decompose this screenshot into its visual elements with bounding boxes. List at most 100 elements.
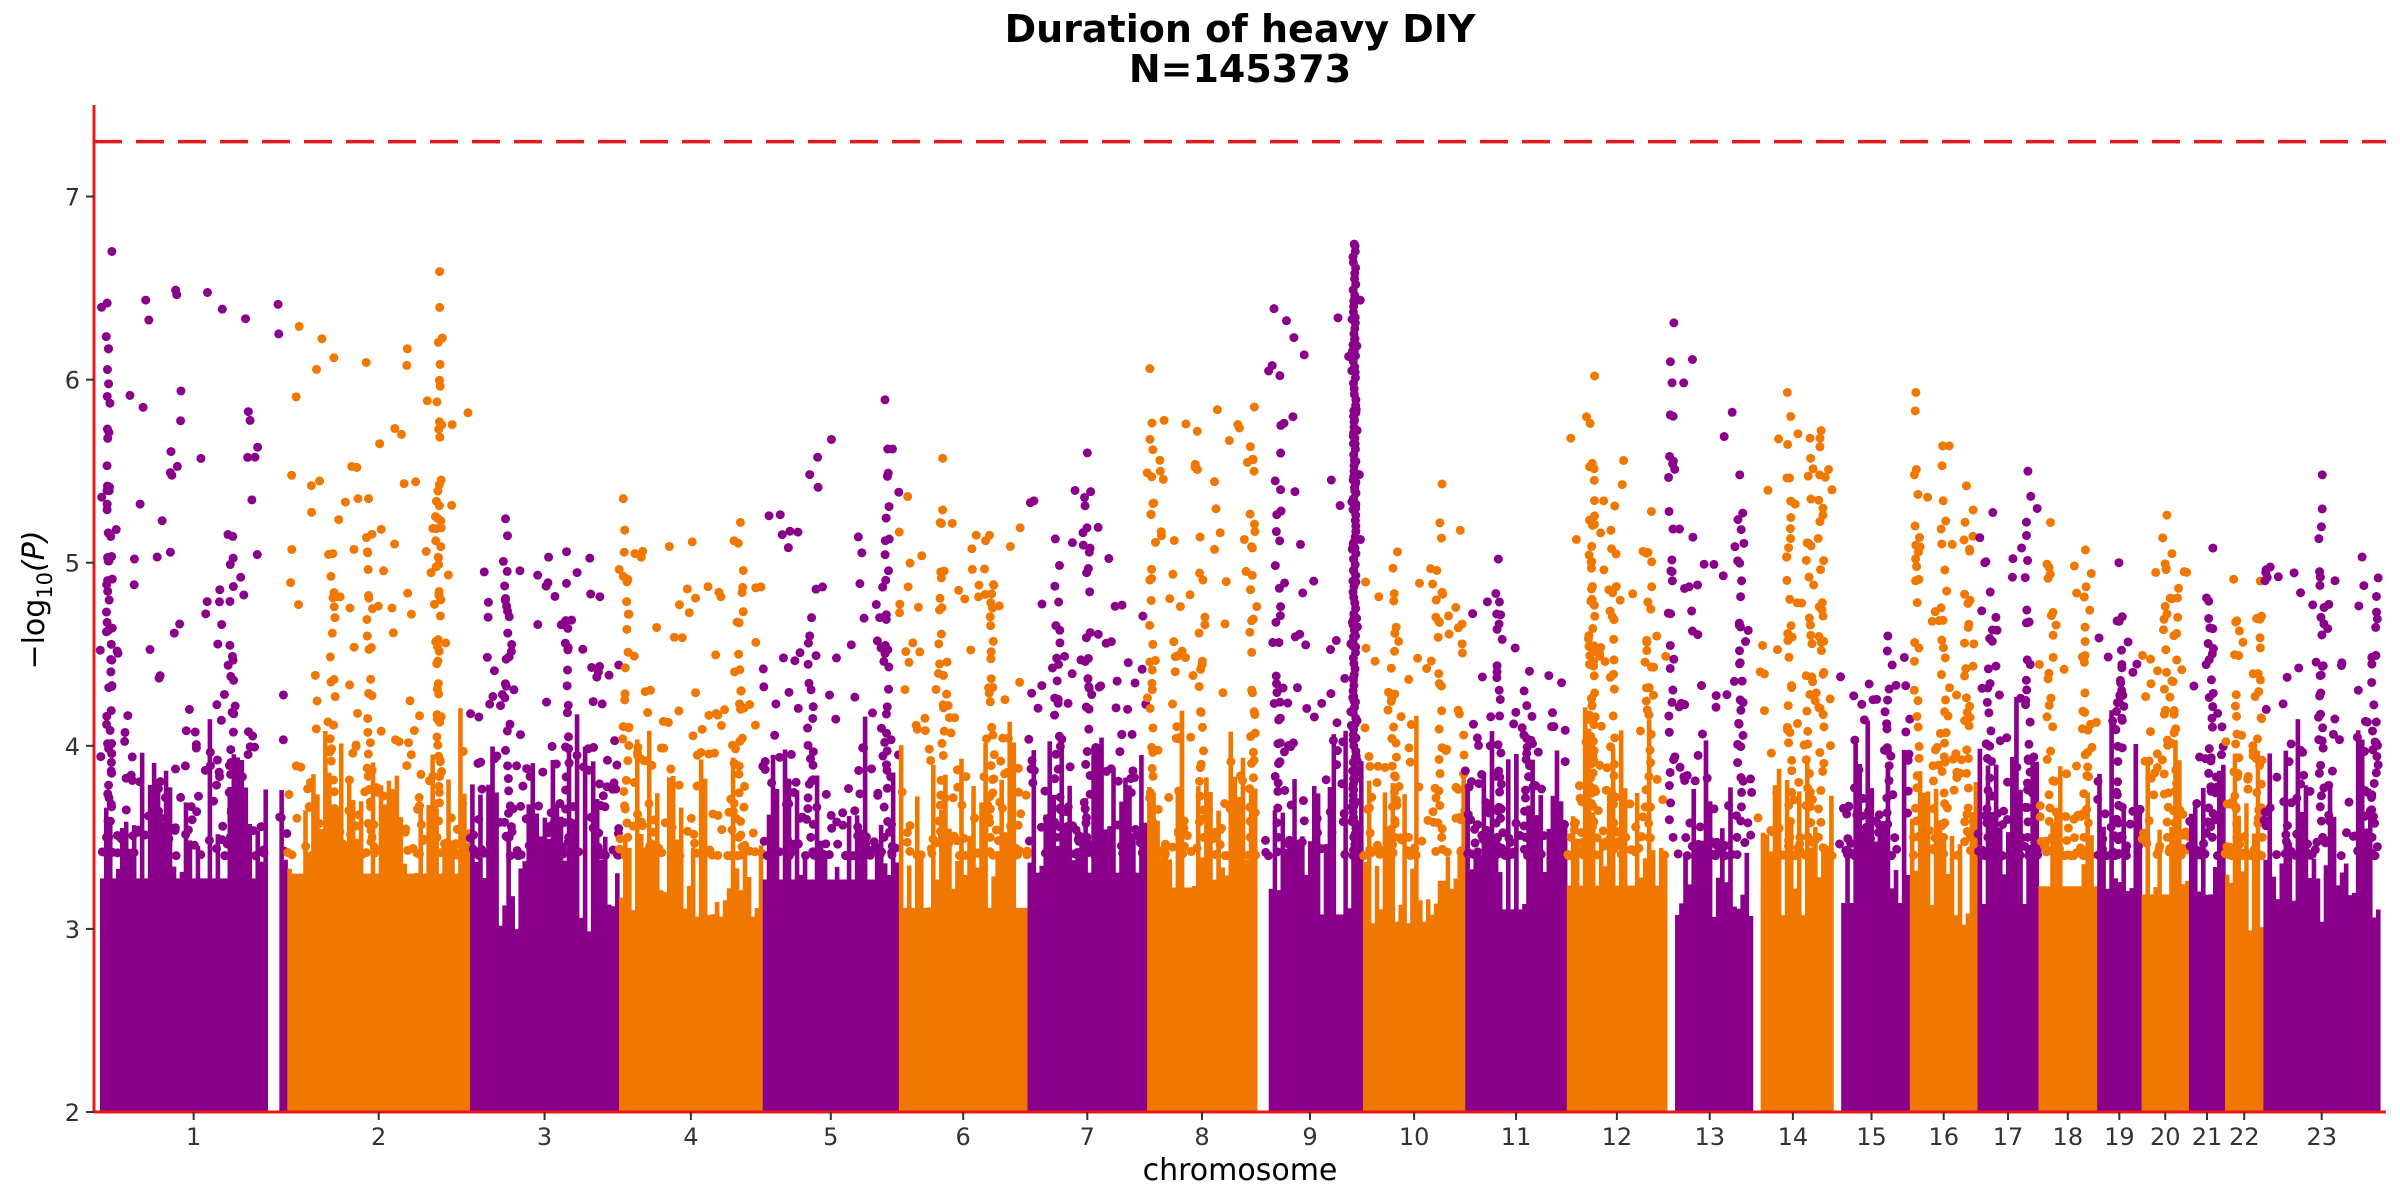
snp-point bbox=[1169, 535, 1179, 545]
snp-peak-point bbox=[1664, 815, 1674, 825]
snp-point bbox=[2133, 841, 2143, 851]
snp-band bbox=[386, 780, 392, 1112]
snp-band bbox=[295, 873, 300, 1112]
snp-peak-point bbox=[104, 482, 114, 492]
snp-band bbox=[550, 759, 556, 1112]
snp-peak-point bbox=[1804, 572, 1814, 582]
snp-point bbox=[2278, 699, 2288, 709]
snp-point bbox=[859, 613, 869, 623]
snp-point bbox=[2334, 735, 2344, 745]
snp-point bbox=[2217, 722, 2227, 732]
snp-band bbox=[155, 779, 161, 1112]
snp-point bbox=[340, 497, 350, 507]
snp-point bbox=[401, 824, 411, 834]
snp-peak-point bbox=[1668, 832, 1678, 842]
snp-peak-point bbox=[1787, 681, 1797, 691]
snp-point bbox=[388, 628, 398, 638]
snp-peak-point bbox=[435, 417, 445, 427]
snp-band bbox=[2221, 764, 2226, 1112]
snp-peak-point bbox=[2160, 601, 2170, 611]
snp-point bbox=[1123, 658, 1133, 668]
snp-point bbox=[1698, 729, 1708, 739]
snp-band bbox=[354, 838, 360, 1112]
snp-point bbox=[2182, 567, 2192, 577]
snp-peak-point bbox=[327, 628, 337, 638]
snp-peak-point bbox=[1646, 758, 1656, 768]
snp-peak-point bbox=[1271, 617, 1281, 627]
snp-peak-point bbox=[435, 302, 445, 312]
snp-point bbox=[618, 734, 628, 744]
snp-band bbox=[1917, 771, 1923, 1112]
snp-peak-point bbox=[1884, 776, 1894, 786]
snp-point bbox=[2296, 588, 2306, 598]
snp-point bbox=[1727, 850, 1737, 860]
snp-band bbox=[494, 792, 499, 1112]
snp-band bbox=[490, 746, 495, 1112]
snp-band bbox=[1493, 835, 1499, 1112]
snp-point bbox=[770, 730, 780, 740]
x-tick-label-chr-1: 1 bbox=[186, 1123, 201, 1151]
snp-peak-point bbox=[2159, 684, 2169, 694]
snp-point bbox=[1766, 748, 1776, 758]
snp-point bbox=[304, 802, 314, 812]
snp-point bbox=[649, 815, 659, 825]
snp-point bbox=[436, 848, 446, 858]
snp-point bbox=[1451, 602, 1461, 612]
snp-peak-point bbox=[1051, 832, 1061, 842]
snp-peak-point bbox=[1818, 611, 1828, 621]
snp-band bbox=[2137, 805, 2143, 1112]
snp-point bbox=[979, 564, 989, 574]
snp-band bbox=[562, 860, 568, 1112]
snp-peak-point bbox=[225, 640, 235, 650]
snp-point bbox=[218, 821, 228, 831]
snp-peak-point bbox=[2208, 624, 2218, 634]
snp-band bbox=[1845, 852, 1850, 1112]
snp-point bbox=[878, 582, 888, 592]
snp-peak-point bbox=[734, 649, 744, 659]
snp-point bbox=[1317, 698, 1327, 708]
snp-peak-point bbox=[1052, 676, 1062, 686]
snp-peak-point bbox=[2117, 659, 2127, 669]
snp-peak-point bbox=[1942, 586, 1952, 596]
snp-point bbox=[784, 687, 794, 697]
snp-point bbox=[905, 558, 915, 568]
snp-band bbox=[1925, 791, 1931, 1112]
snp-point bbox=[1815, 470, 1825, 480]
snp-point bbox=[2101, 851, 2111, 861]
snp-peak-point bbox=[1668, 459, 1678, 469]
x-tick-label-chr-15: 15 bbox=[1856, 1123, 1887, 1151]
snp-point bbox=[903, 582, 913, 592]
snp-point bbox=[614, 824, 624, 834]
snp-peak-point bbox=[1145, 657, 1155, 667]
snp-peak-point bbox=[563, 665, 573, 675]
snp-peak-point bbox=[1609, 818, 1619, 828]
snp-band bbox=[1023, 907, 1029, 1112]
snp-peak-point bbox=[1818, 503, 1828, 513]
snp-peak-point bbox=[2171, 724, 2181, 734]
snp-band bbox=[1067, 785, 1072, 1112]
snp-band bbox=[734, 868, 740, 1112]
snp-peak-point bbox=[2232, 729, 2242, 739]
snp-point bbox=[2239, 832, 2249, 842]
snp-peak-point bbox=[803, 723, 813, 733]
snp-point bbox=[2308, 600, 2318, 610]
snp-point bbox=[482, 652, 492, 662]
snp-point bbox=[1294, 841, 1304, 851]
snp-band bbox=[2240, 871, 2245, 1112]
snp-peak-point bbox=[882, 702, 892, 712]
snp-peak-point bbox=[2078, 706, 2088, 716]
snp-peak-point bbox=[1197, 722, 1207, 732]
snp-band bbox=[1143, 822, 1148, 1112]
snp-band bbox=[123, 821, 129, 1112]
snp-point bbox=[1340, 849, 1350, 859]
snp-point bbox=[1930, 833, 1940, 843]
snp-point bbox=[2071, 761, 2081, 771]
x-tick-label-chr-11: 11 bbox=[1501, 1123, 1532, 1151]
snp-point bbox=[1554, 840, 1564, 850]
snp-point bbox=[1335, 501, 1345, 511]
snp-point bbox=[1404, 674, 1414, 684]
snp-peak-point bbox=[1960, 589, 1970, 599]
snp-band bbox=[342, 842, 348, 1112]
snp-point bbox=[688, 731, 698, 741]
snp-band bbox=[1457, 855, 1462, 1112]
